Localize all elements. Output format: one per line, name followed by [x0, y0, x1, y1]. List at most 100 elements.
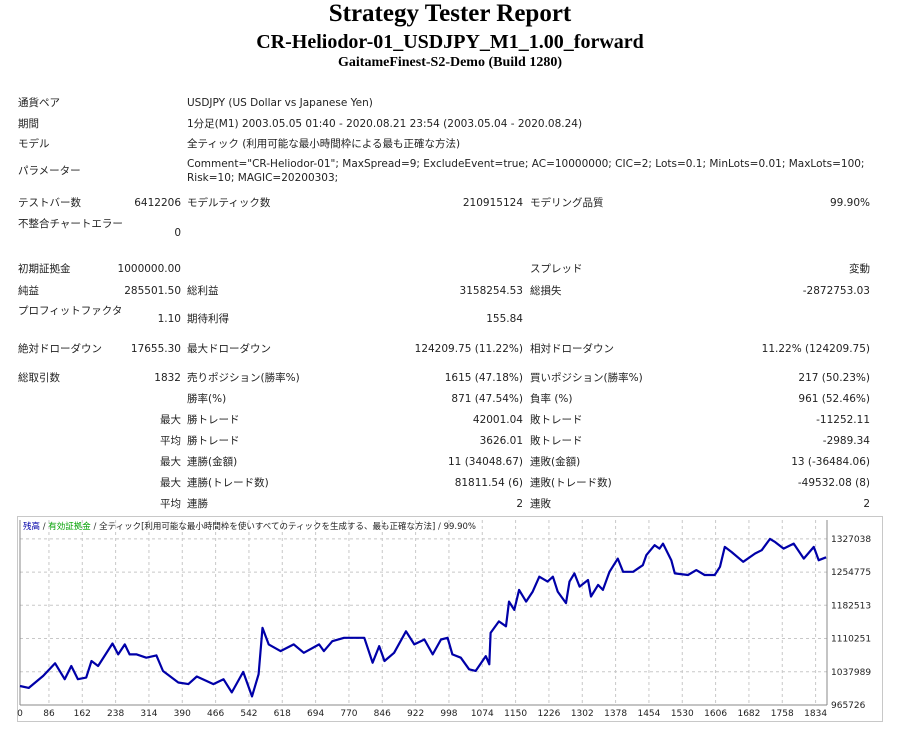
x-tick-label: 0 [17, 709, 23, 719]
y-tick-label: 1110251 [831, 635, 871, 645]
win-label: 勝率(%) [187, 393, 227, 405]
report-title: Strategy Tester Report [328, 0, 572, 27]
report-subtitle: CR-Heliodor-01_USDJPY_M1_1.00_forward [256, 31, 644, 53]
gross-profit-label: 総利益 [187, 285, 219, 297]
x-tick-label: 1530 [671, 709, 694, 719]
x-tick-label: 86 [43, 709, 55, 719]
x-tick-label: 314 [140, 709, 157, 719]
trades-label: 総取引数 [18, 372, 60, 384]
period-value: 1分足(M1) 2003.05.05 01:40 - 2020.08.21 23… [187, 118, 583, 130]
x-tick-label: 162 [74, 709, 91, 719]
short-value: 1615 (47.18%) [444, 372, 523, 384]
max-consec-wins-label: 連勝(金額) [187, 456, 238, 468]
x-tick-label: 542 [240, 709, 257, 719]
win-value: 871 (47.54%) [451, 393, 523, 405]
spread-value: 変動 [849, 263, 870, 275]
avg-label: 平均 [160, 498, 181, 510]
largest-loss-value: -11252.11 [816, 414, 870, 426]
y-tick-label: 1327038 [831, 535, 871, 545]
net-value: 285501.50 [124, 285, 181, 297]
long-label: 買いポジション(勝率%) [530, 372, 643, 384]
avg-win-value: 3626.01 [479, 435, 523, 447]
largest-win-value: 42001.04 [472, 414, 523, 426]
params-value: Comment="CR-Heliodor-01"; MaxSpread=9; E… [187, 158, 865, 184]
legend-sep: / [40, 522, 48, 532]
x-tick-label: 1834 [804, 709, 827, 719]
pf-value: 1.10 [157, 313, 181, 325]
params-label: パラメーター [18, 165, 81, 177]
chart-frame [17, 516, 883, 722]
x-tick-label: 618 [274, 709, 291, 719]
largest-loss-label: 敗トレード [530, 414, 583, 426]
avg-label: 平均 [160, 435, 181, 447]
x-tick-label: 846 [374, 709, 391, 719]
legend-sep: / [91, 522, 99, 532]
max-label: 最大 [160, 456, 181, 468]
ticks-value: 210915124 [462, 197, 523, 209]
x-tick-label: 238 [107, 709, 124, 719]
symbol-value: USDJPY (US Dollar vs Japanese Yen) [187, 97, 373, 109]
gross-loss-value: -2872753.03 [802, 285, 870, 297]
gross-loss-label: 総損失 [530, 285, 562, 297]
x-tick-label: 922 [407, 709, 424, 719]
deposit-value: 1000000.00 [117, 263, 181, 275]
legend-sep: / [435, 522, 443, 532]
y-tick-label: 1037989 [831, 668, 871, 678]
y-tick-label: 1182513 [831, 601, 871, 611]
x-tick-label: 466 [207, 709, 224, 719]
balance-line [19, 537, 827, 698]
max-consec-loss-value: -49532.08 (8) [797, 477, 870, 489]
errors-value: 0 [174, 227, 181, 239]
y-tick-label: 965726 [831, 701, 866, 711]
max-consec-wins-value: 11 (34048.67) [448, 456, 523, 468]
x-tick-label: 1226 [537, 709, 560, 719]
pf-label: プロフィットファクタ [18, 305, 123, 317]
x-tick-label: 770 [340, 709, 357, 719]
payoff-value: 155.84 [486, 313, 523, 325]
server-name: GaitameFinest-S2-Demo (Build 1280) [338, 55, 562, 70]
x-tick-label: 390 [174, 709, 191, 719]
max-label: 最大 [160, 414, 181, 426]
quality-value: 99.90% [829, 197, 870, 209]
quality-label: モデリング品質 [530, 197, 604, 209]
short-label: 売りポジション(勝率%) [187, 372, 300, 384]
long-value: 217 (50.23%) [798, 372, 870, 384]
max-consec-losses-value: 13 (-36484.06) [791, 456, 870, 468]
abs-dd-label: 絶対ドローダウン [18, 343, 102, 355]
abs-dd-value: 17655.30 [130, 343, 181, 355]
model-value: 全ティック (利用可能な最小時間枠による最も正確な方法) [187, 138, 461, 150]
x-tick-label: 1150 [504, 709, 527, 719]
avg-consec-losses-value: 2 [863, 498, 870, 510]
x-tick-label: 1302 [571, 709, 594, 719]
x-tick-label: 1074 [471, 709, 494, 719]
legend-quality: 99.90% [444, 522, 476, 532]
x-tick-label: 1682 [737, 709, 760, 719]
rel-dd-label: 相対ドローダウン [530, 343, 614, 355]
x-tick-label: 998 [440, 709, 457, 719]
max-consec-profit-value: 81811.54 (6) [454, 477, 523, 489]
net-label: 純益 [18, 285, 39, 297]
symbol-label: 通貨ペア [18, 97, 60, 109]
errors-label: 不整合チャートエラー [18, 218, 123, 230]
avg-win-label: 勝トレード [187, 435, 240, 447]
avg-loss-value: -2989.34 [822, 435, 870, 447]
y-tick-label: 1254775 [831, 568, 871, 578]
max-label: 最大 [160, 477, 181, 489]
bars-label: テストバー数 [18, 197, 81, 209]
legend-equity: 有効証拠金 [48, 521, 91, 532]
largest-win-label: 勝トレード [187, 414, 240, 426]
loss-label: 負率 (%) [530, 393, 573, 405]
avg-loss-label: 敗トレード [530, 435, 583, 447]
x-tick-label: 1758 [771, 709, 794, 719]
avg-consec-wins-label: 連勝 [187, 498, 208, 510]
payoff-label: 期待利得 [187, 313, 229, 325]
avg-consec-losses-label: 連敗 [530, 498, 551, 510]
bars-value: 6412206 [134, 197, 181, 209]
max-consec-losses-label: 連敗(金額) [530, 456, 581, 468]
gross-profit-value: 3158254.53 [459, 285, 523, 297]
legend-model: 全ティック[利用可能な最小時間枠を使いすべてのティックを生成する、最も正確な方法… [99, 521, 435, 532]
deposit-label: 初期証拠金 [18, 263, 71, 275]
max-consec-loss-label: 連敗(トレード数) [530, 477, 612, 489]
x-tick-label: 1378 [604, 709, 627, 719]
ticks-label: モデルティック数 [187, 197, 271, 209]
